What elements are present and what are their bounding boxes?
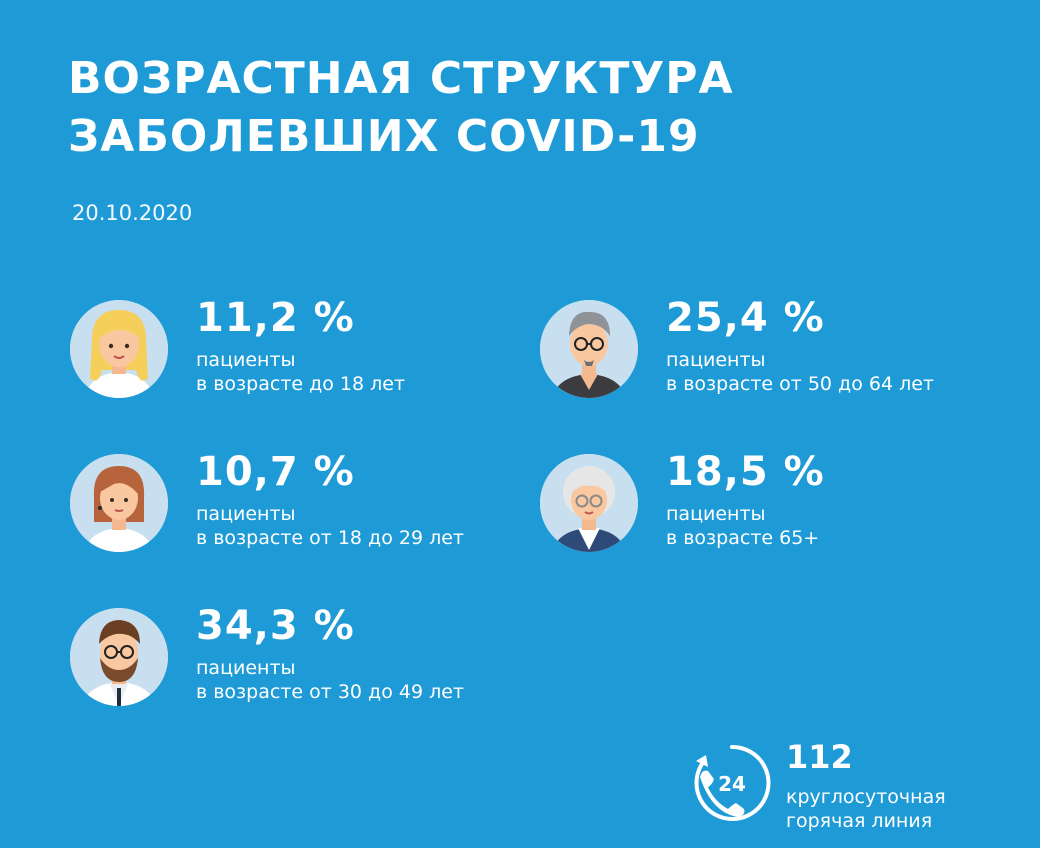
title-line-1: ВОЗРАСТНАЯ СТРУКТУРА [68,53,734,104]
stat-percent: 10,7 % [196,449,355,495]
stat-percent: 34,3 % [196,603,355,649]
stat-percent: 18,5 % [666,449,825,495]
stat-age-range: в возрасте от 18 до 29 лет [196,527,464,549]
stat-18-29: 10,7 % пациенты в возрасте от 18 до 29 л… [70,449,510,564]
stat-age-range: в возрасте от 30 до 49 лет [196,681,464,703]
hotline-number[interactable]: 112 [786,738,853,776]
stat-label: пациенты [196,349,296,371]
stat-age-range: в возрасте 65+ [666,527,820,549]
hotline-block: 24 112 круглосуточная горячая линия [690,737,990,837]
stat-age-range: в возрасте от 50 до 64 лет [666,373,934,395]
stat-label: пациенты [196,503,296,525]
stat-percent: 11,2 % [196,295,355,341]
stat-percent: 25,4 % [666,295,825,341]
stat-age-range: в возрасте до 18 лет [196,373,406,395]
stat-under-18: 11,2 % пациенты в возрасте до 18 лет [70,295,510,410]
hotline-label-line-1: круглосуточная [786,786,946,808]
hotline-label: круглосуточная горячая линия [786,785,946,833]
hotline-icon-label: 24 [718,772,746,796]
stat-label: пациенты [666,503,766,525]
hotline-label-line-2: горячая линия [786,810,933,832]
stat-30-49: 34,3 % пациенты в возрасте от 30 до 49 л… [70,603,510,718]
girl-avatar-icon [70,300,168,398]
stat-label: пациенты [666,349,766,371]
elderly-woman-avatar-icon [540,454,638,552]
stat-50-64: 25,4 % пациенты в возрасте от 50 до 64 л… [540,295,980,410]
stat-label: пациенты [196,657,296,679]
bearded-man-avatar-icon [70,608,168,706]
middle-aged-man-avatar-icon [540,300,638,398]
stat-65-plus: 18,5 % пациенты в возрасте 65+ [540,449,980,564]
report-date: 20.10.2020 [72,201,193,225]
title-line-2: ЗАБОЛЕВШИХ COVID-19 [68,111,700,162]
phone-24-icon: 24 [690,741,774,825]
page-title: ВОЗРАСТНАЯ СТРУКТУРА ЗАБОЛЕВШИХ COVID-19 [68,50,734,166]
young-woman-avatar-icon [70,454,168,552]
